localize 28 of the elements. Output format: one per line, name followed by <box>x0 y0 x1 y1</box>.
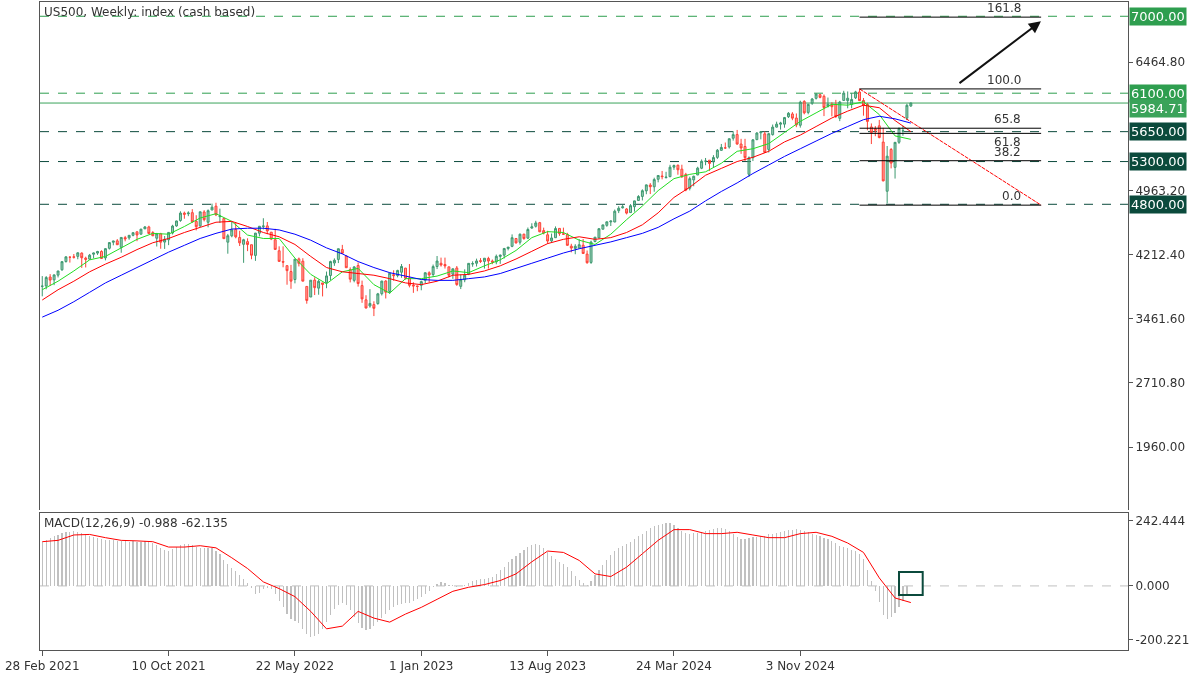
x-tick-label: 10 Oct 2021 <box>131 659 206 674</box>
y-tick-label: 1960.00 <box>1135 440 1186 455</box>
x-tick-label: 1 Jan 2023 <box>389 659 454 674</box>
ref-line-label: 5984.71 <box>1131 101 1185 116</box>
x-tick-label: 22 May 2022 <box>255 659 335 674</box>
annotation: 161.8 <box>987 1 1022 15</box>
ref-line-label: 6100.00 <box>1131 86 1185 101</box>
ref-line-label: 7000.00 <box>1131 9 1185 24</box>
annotation: 100.0 <box>987 73 1022 87</box>
y-tick-label: 4963.20 <box>1135 183 1186 198</box>
y-tick-label: 2710.80 <box>1135 376 1186 391</box>
x-tick-label: 24 Mar 2024 <box>635 659 712 674</box>
x-tick-label: 3 Nov 2024 <box>765 659 835 674</box>
y-tick-label: 0.000 <box>1135 579 1170 594</box>
chart-title: US500, Weekly: index (cash based) <box>44 5 256 19</box>
y-tick-label: 242.444 <box>1135 514 1186 529</box>
y-tick-label: 6464.80 <box>1135 55 1186 70</box>
ref-line-label: 5300.00 <box>1131 154 1185 169</box>
annotation: 65.8 <box>994 112 1021 126</box>
y-tick-label: 4212.40 <box>1135 247 1186 262</box>
chart-title: MACD(12,26,9) -0.988 -62.135 <box>44 516 228 530</box>
ref-line-label: 5650.00 <box>1131 124 1185 139</box>
x-tick-label: 13 Aug 2023 <box>509 659 587 674</box>
annotation: 0.0 <box>1002 189 1022 203</box>
ref-line-label: 4800.00 <box>1131 197 1185 212</box>
y-tick-label: -200.221 <box>1135 632 1190 647</box>
y-tick-label: 3461.60 <box>1135 311 1186 326</box>
x-tick-label: 28 Feb 2021 <box>4 659 80 674</box>
